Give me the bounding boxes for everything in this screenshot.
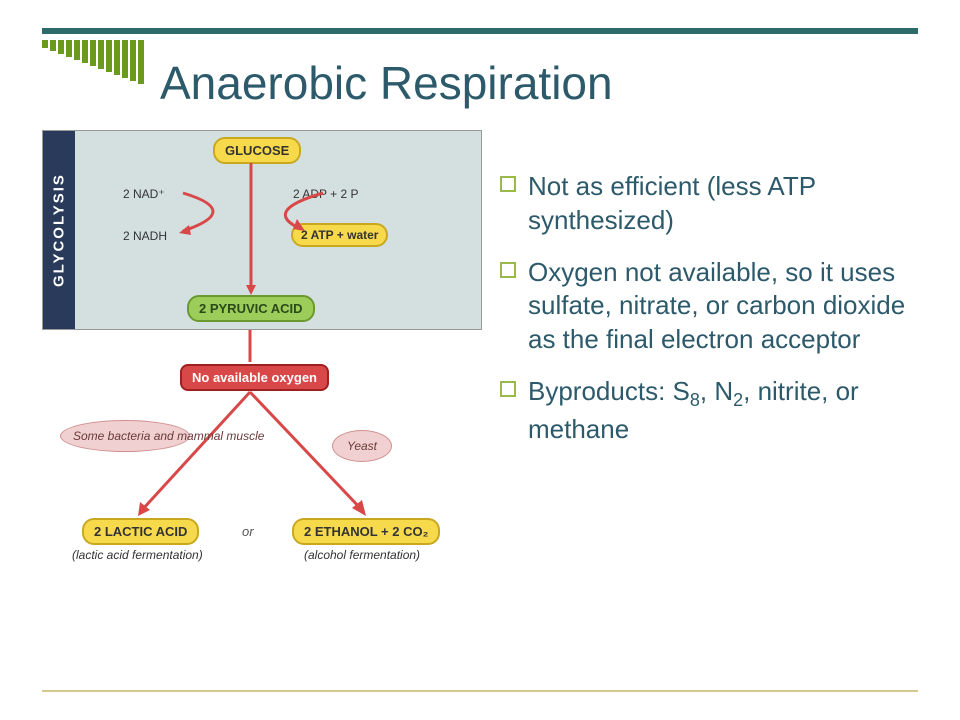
bullet-square-icon <box>500 262 516 278</box>
adp-label: 2 ADP + 2 P <box>293 187 359 201</box>
bullet-square-icon <box>500 381 516 397</box>
corner-bar <box>66 40 72 57</box>
glucose-node: GLUCOSE <box>213 137 301 164</box>
nad-label: 2 NAD⁺ <box>123 187 165 201</box>
corner-bar <box>122 40 128 78</box>
corner-bars-decoration <box>42 40 144 84</box>
bullet-text: Byproducts: S8, N2, nitrite, or methane <box>528 375 920 446</box>
corner-bar <box>50 40 56 51</box>
pyruvic-node: 2 PYRUVIC ACID <box>187 295 315 322</box>
alcohol-caption: (alcohol fermentation) <box>304 548 420 562</box>
bullet-item: Oxygen not available, so it uses sulfate… <box>500 256 920 357</box>
corner-bar <box>90 40 96 66</box>
corner-bar <box>130 40 136 81</box>
bullet-item: Byproducts: S8, N2, nitrite, or methane <box>500 375 920 446</box>
corner-bar <box>74 40 80 60</box>
corner-bar <box>138 40 144 84</box>
corner-bar <box>98 40 104 69</box>
corner-bar <box>42 40 48 48</box>
bullet-text: Not as efficient (less ATP synthesized) <box>528 170 920 238</box>
bottom-accent-bar <box>42 690 918 692</box>
corner-bar <box>58 40 64 54</box>
bullet-square-icon <box>500 176 516 192</box>
yeast-node: Yeast <box>332 430 392 462</box>
top-accent-bar <box>42 28 918 34</box>
atp-node: 2 ATP + water <box>291 223 388 247</box>
or-label: or <box>242 524 254 539</box>
glycolysis-box: GLYCOLYSIS GLUCOSE 2 NAD⁺ 2 NADH 2 ADP +… <box>42 130 482 330</box>
bullet-text: Oxygen not available, so it uses sulfate… <box>528 256 920 357</box>
no-oxygen-node: No available oxygen <box>180 364 329 391</box>
ethanol-node: 2 ETHANOL + 2 CO₂ <box>292 518 440 545</box>
lactic-node: 2 LACTIC ACID <box>82 518 199 545</box>
lactic-caption: (lactic acid fermentation) <box>72 548 203 562</box>
corner-bar <box>106 40 112 72</box>
corner-bar <box>82 40 88 63</box>
corner-bar <box>114 40 120 75</box>
diagram-container: GLYCOLYSIS GLUCOSE 2 NAD⁺ 2 NADH 2 ADP +… <box>42 130 482 330</box>
bacteria-node: Some bacteria and mammal muscle <box>60 420 190 452</box>
slide-title: Anaerobic Respiration <box>160 56 613 110</box>
glycolysis-label: GLYCOLYSIS <box>43 131 75 329</box>
nadh-label: 2 NADH <box>123 229 167 243</box>
bullet-list: Not as efficient (less ATP synthesized) O… <box>500 170 920 464</box>
bullet-item: Not as efficient (less ATP synthesized) <box>500 170 920 238</box>
